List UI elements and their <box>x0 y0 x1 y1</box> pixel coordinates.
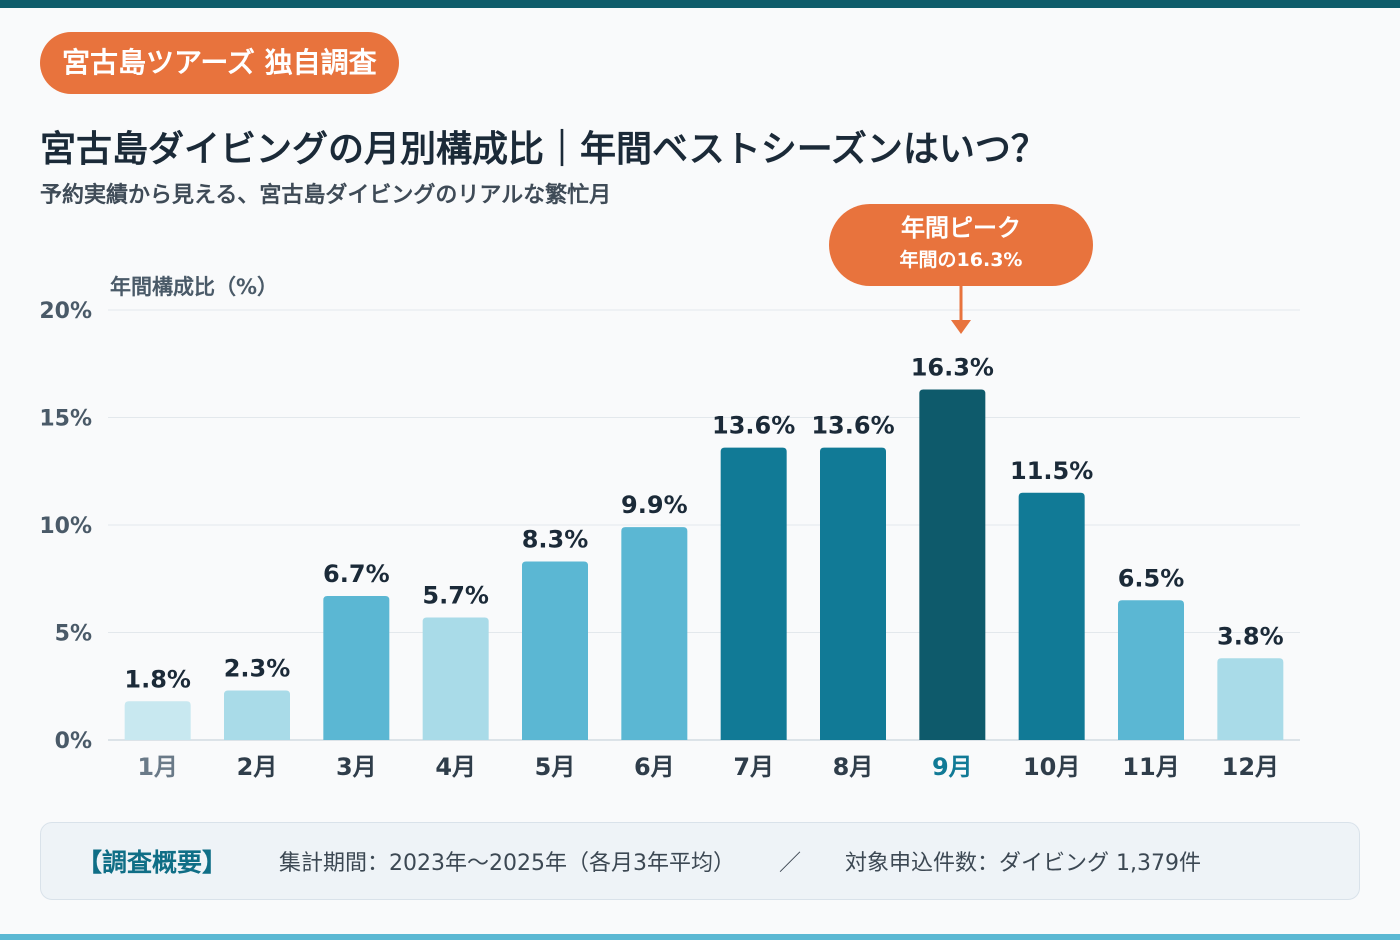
y-axis-title: 年間構成比（%） <box>110 275 278 299</box>
x-tick-label: 3月 <box>336 753 377 781</box>
bar-4 <box>422 617 489 740</box>
bar-1 <box>124 701 191 740</box>
bars <box>124 389 1284 740</box>
bar-12 <box>1217 658 1284 740</box>
grid-lines <box>108 309 1300 741</box>
value-labels: 1.8% 2.3% 6.7% 5.7% 8.3% 9.9% 13.6% 13.6% 16.3% 1… <box>124 354 1283 694</box>
x-tick-labels: 1月 2月 3月 4月 5月 6月 7月 8月 9月 10月 11月 12月 <box>137 753 1279 781</box>
summary-separator: ／ <box>779 851 802 876</box>
x-tick-label: 8月 <box>833 753 874 781</box>
y-tick-label: 20% <box>39 299 92 324</box>
x-tick-label: 1月 <box>137 753 178 781</box>
summary-count: 対象申込件数：ダイビング 1,379件 <box>845 851 1201 876</box>
x-tick-label: 4月 <box>435 753 476 781</box>
bar-2 <box>224 690 290 740</box>
value-label: 6.5% <box>1118 564 1185 592</box>
x-tick-label: 12月 <box>1222 753 1279 781</box>
bar-5 <box>522 561 588 740</box>
x-tick-label: 10月 <box>1023 753 1080 781</box>
value-label: 3.8% <box>1217 622 1284 650</box>
value-label: 1.8% <box>124 665 191 693</box>
y-tick-label: 15% <box>39 407 92 432</box>
summary-label: 【調査概要】 <box>77 848 228 877</box>
y-tick-label: 5% <box>55 622 92 647</box>
page-title: 宮古島ダイビングの月別構成比｜年間ベストシーズンはいつ？ <box>40 129 1047 170</box>
y-tick-labels: 0% 5% 10% 15% 20% <box>39 299 92 754</box>
bottom-accent-bar <box>0 934 1400 940</box>
summary-period: 集計期間：2023年～2025年（各月3年平均） <box>279 851 735 876</box>
x-tick-label: 9月 <box>932 753 973 781</box>
x-tick-label: 2月 <box>237 753 278 781</box>
value-label: 16.3% <box>911 354 994 382</box>
bar-10 <box>1018 492 1085 740</box>
peak-arrow-head <box>951 320 971 334</box>
value-label: 13.6% <box>712 412 795 440</box>
top-accent-bar <box>0 0 1400 8</box>
page-subtitle: 予約実績から見える、宮古島ダイビングのリアルな繁忙月 <box>40 183 612 208</box>
value-label: 6.7% <box>323 560 390 588</box>
value-label: 13.6% <box>811 412 894 440</box>
value-label: 9.9% <box>621 491 688 519</box>
y-tick-label: 10% <box>39 514 92 539</box>
bar-8 <box>820 447 886 740</box>
peak-callout: 年間ピーク 年間の16.3% <box>829 204 1093 334</box>
peak-callout-title: 年間ピーク <box>901 214 1021 242</box>
value-label: 11.5% <box>1010 457 1093 485</box>
value-label: 2.3% <box>224 655 291 683</box>
x-tick-label: 7月 <box>733 753 774 781</box>
y-tick-label: 0% <box>55 729 92 754</box>
bar-6 <box>621 527 688 740</box>
peak-callout-bubble <box>829 204 1093 286</box>
value-label: 5.7% <box>422 581 489 609</box>
bar-chart: 年間構成比（%） 0% 5% 10% 15% 20% 1.8% 2.3% 6.7% 5.7% 8… <box>39 204 1300 781</box>
x-tick-label: 11月 <box>1122 753 1179 781</box>
bar-7 <box>720 447 787 740</box>
bar-11 <box>1118 600 1184 740</box>
peak-callout-value: 年間の16.3% <box>900 248 1023 271</box>
survey-badge: 宮古島ツアーズ 独自調査 <box>40 32 399 94</box>
x-tick-label: 6月 <box>634 753 675 781</box>
value-label: 8.3% <box>522 526 589 554</box>
bar-3 <box>323 595 390 740</box>
bar-9 <box>919 389 986 740</box>
x-tick-label: 5月 <box>535 753 576 781</box>
survey-summary: 【調査概要】 集計期間：2023年～2025年（各月3年平均） ／ 対象申込件数… <box>40 822 1360 900</box>
